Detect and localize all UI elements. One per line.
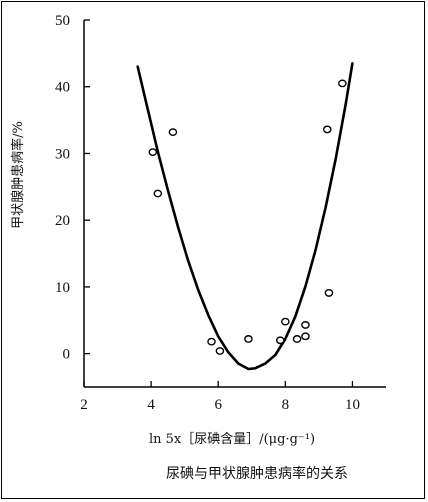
data-point xyxy=(168,128,178,137)
y-tick-label: 10 xyxy=(55,280,70,296)
y-tick-label: 0 xyxy=(63,347,71,363)
x-tick-label: 2 xyxy=(80,397,88,413)
x-tick-label: 8 xyxy=(282,397,290,413)
data-point xyxy=(301,321,310,329)
data-point xyxy=(322,125,332,134)
y-tick-label: 30 xyxy=(55,146,70,162)
tick-labels: 2 4 6 8 10 0 10 20 30 40 50 xyxy=(55,13,360,413)
data-point xyxy=(275,336,285,345)
ticks xyxy=(83,19,354,387)
data-point xyxy=(244,335,253,343)
data-points xyxy=(148,79,347,355)
data-point xyxy=(324,289,334,297)
x-tick-label: 6 xyxy=(214,397,222,413)
data-point xyxy=(215,347,225,355)
data-point xyxy=(281,317,290,326)
figure-caption: 尿碘与甲状腺肿患病率的关系 xyxy=(166,465,348,482)
data-point xyxy=(292,335,302,343)
y-axis-title: 甲状腺肿患病率/% xyxy=(10,121,26,229)
axes xyxy=(83,20,386,388)
x-tick-label: 10 xyxy=(345,397,360,413)
y-tick-label: 50 xyxy=(55,13,70,29)
data-point xyxy=(301,332,310,341)
data-point xyxy=(338,79,347,88)
y-tick-label: 40 xyxy=(55,80,70,96)
x-axis-title: ln 5x［尿碘含量］/(μg·g⁻¹) xyxy=(149,431,315,447)
data-point xyxy=(153,189,163,198)
x-tick-label: 4 xyxy=(147,397,155,413)
fit-curve xyxy=(136,62,354,371)
data-point xyxy=(207,337,216,346)
y-tick-label: 20 xyxy=(55,213,70,229)
data-point xyxy=(148,148,158,157)
